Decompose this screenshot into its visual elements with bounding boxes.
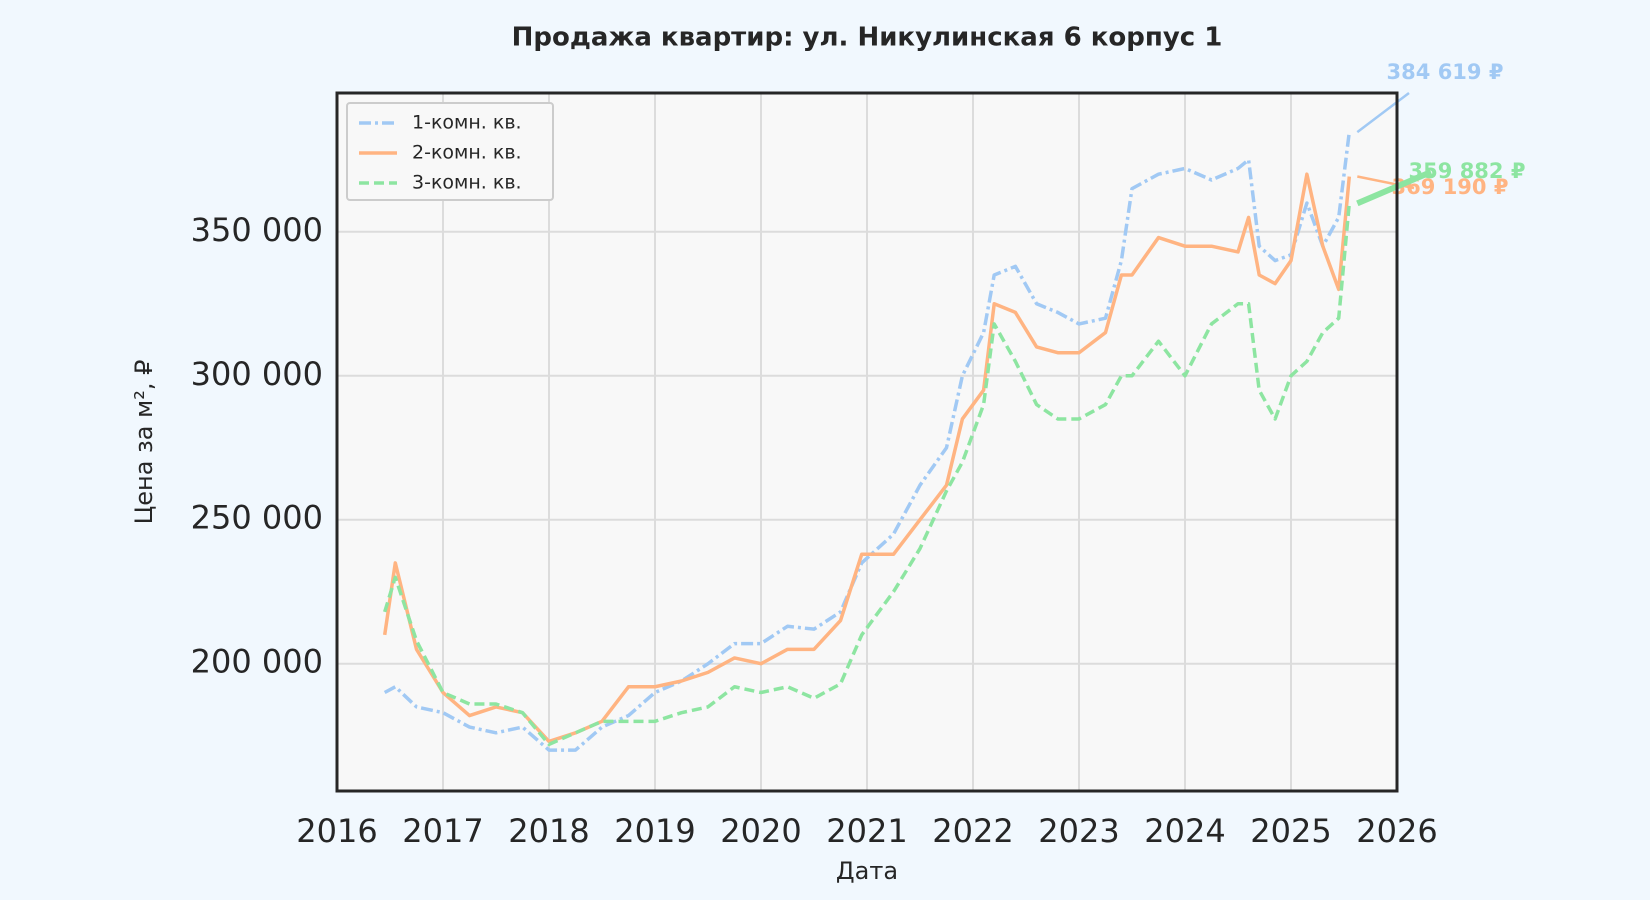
annotation-arrow — [1356, 169, 1433, 207]
x-tick-label: 2025 — [1250, 812, 1331, 850]
legend-label: 3-комн. кв. — [412, 172, 522, 194]
y-tick-label: 200 000 — [191, 643, 323, 681]
y-tick-label: 350 000 — [191, 211, 323, 249]
series-line — [382, 172, 1352, 744]
annotation-label: 359 882 ₽ — [1409, 159, 1526, 183]
x-tick-label: 2023 — [1038, 812, 1119, 850]
x-tick-label: 2024 — [1144, 812, 1225, 850]
x-tick-label: 2016 — [296, 812, 377, 850]
annotation-label: 384 619 ₽ — [1387, 60, 1504, 84]
y-tick-label: 250 000 — [191, 499, 323, 537]
y-axis-title: Цена за м², ₽ — [130, 360, 158, 525]
x-tick-label: 2018 — [508, 812, 589, 850]
plot-border — [335, 91, 1399, 793]
x-tick-label: 2017 — [402, 812, 483, 850]
x-tick-label: 2022 — [932, 812, 1013, 850]
legend-label: 1-комн. кв. — [412, 112, 522, 134]
chart-title: Продажа квартир: ул. Никулинская 6 корпу… — [512, 23, 1223, 53]
x-axis-title: Дата — [836, 857, 898, 885]
x-tick-label: 2020 — [720, 812, 801, 850]
annotation-arrow — [1356, 92, 1410, 134]
x-tick-label: 2021 — [826, 812, 907, 850]
series-line — [383, 203, 1352, 747]
legend-box — [346, 102, 554, 201]
x-tick-label: 2019 — [614, 812, 695, 850]
x-tick-label: 2026 — [1356, 812, 1437, 850]
legend-label: 2-комн. кв. — [412, 142, 522, 164]
series-line — [383, 131, 1352, 752]
y-tick-label: 300 000 — [191, 355, 323, 393]
